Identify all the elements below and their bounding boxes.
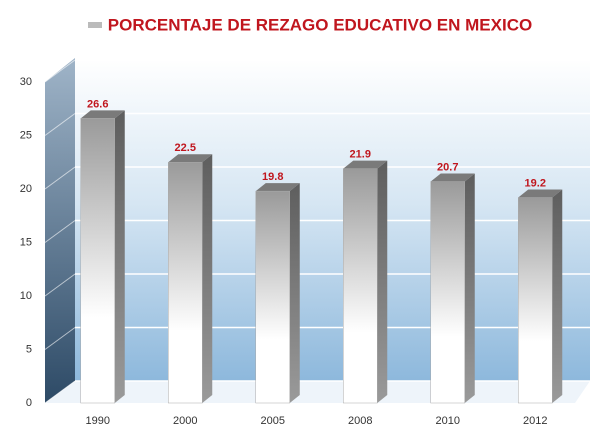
y-tick-label: 5 xyxy=(26,343,32,355)
bars xyxy=(80,110,563,404)
y-tick-label: 25 xyxy=(20,129,32,141)
bar-side xyxy=(464,173,475,403)
data-label: 19.2 xyxy=(525,177,546,189)
bar xyxy=(518,197,553,404)
bar xyxy=(80,118,115,404)
bar-top xyxy=(518,189,563,198)
bar-side xyxy=(289,183,300,403)
data-label: 26.6 xyxy=(87,98,108,110)
y-tick-label: 20 xyxy=(20,183,32,195)
bar-top xyxy=(80,110,125,119)
x-tick-label: 1990 xyxy=(86,415,110,427)
chart-title: PORCENTAJE DE REZAGO EDUCATIVO EN MEXICO xyxy=(108,15,532,34)
bar-top xyxy=(255,183,300,192)
grid-line-side xyxy=(44,166,76,190)
bar-top xyxy=(430,173,475,182)
grid-line-side xyxy=(44,113,76,136)
data-label: 21.9 xyxy=(350,149,371,161)
bar-side xyxy=(202,154,213,403)
bar-top xyxy=(168,154,213,163)
bar xyxy=(168,162,203,404)
y-tick-label: 0 xyxy=(26,397,32,409)
bar xyxy=(343,168,378,404)
x-tick-label: 2005 xyxy=(261,415,285,427)
bar-side xyxy=(377,160,388,403)
bar xyxy=(255,190,290,404)
grid-line-side xyxy=(44,59,76,83)
bar-side xyxy=(114,110,125,403)
x-tick-label: 2012 xyxy=(523,415,547,427)
data-label: 20.7 xyxy=(437,161,458,173)
bar xyxy=(430,181,465,404)
y-tick-label: 10 xyxy=(20,290,32,302)
x-tick-label: 2000 xyxy=(173,415,197,427)
bar-top xyxy=(343,160,388,169)
grid-line-side xyxy=(44,220,76,243)
grid-line-side xyxy=(44,327,76,350)
x-tick-label: 2010 xyxy=(436,415,460,427)
grid xyxy=(44,59,590,404)
title-marker xyxy=(88,22,102,28)
x-tick-label: 2008 xyxy=(348,415,372,427)
data-label: 19.8 xyxy=(262,171,283,183)
side-wall xyxy=(45,58,75,403)
back-wall xyxy=(75,58,590,381)
data-label: 22.5 xyxy=(175,142,196,154)
bar-side xyxy=(552,189,563,403)
grid-line-side xyxy=(44,273,76,297)
floor xyxy=(45,381,590,403)
y-tick-label: 15 xyxy=(20,236,32,248)
grid-line-side xyxy=(44,380,76,404)
y-tick-label: 30 xyxy=(20,76,32,88)
